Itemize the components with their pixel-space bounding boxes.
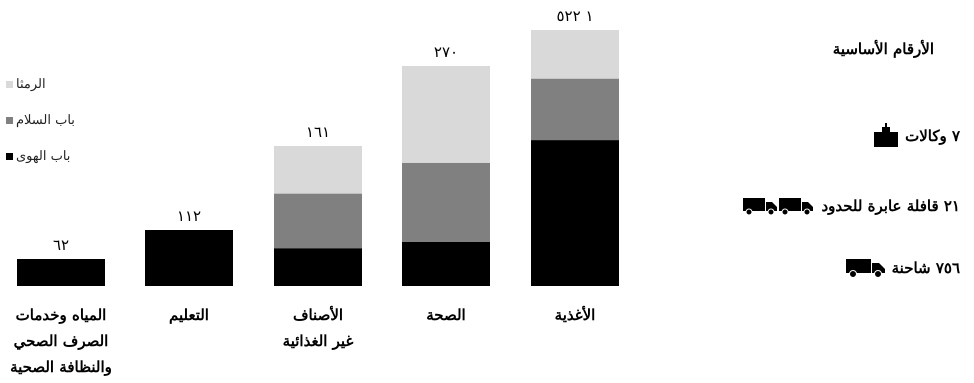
legend-label-bab-al-hawa: باب الهوى [16,148,71,164]
legend-item-ramtha: الرمثا [6,66,75,102]
stat-agencies: ٧ وكالات [873,123,960,149]
bar-segment-ramtha-0 [531,30,619,79]
key-figures-panel: الأرقام الأساسية ٧ وكالات ٢١ قافلة عابرة… [690,0,974,383]
bar-segment-ramtha-1 [402,66,490,163]
legend-label-bab-al-salam: باب السلام [16,112,75,128]
bar-total-label-4: ٦٢ [53,236,69,254]
truck-icon [779,198,814,216]
bar-total-label-0: ١ ٥٢٢ [556,7,593,25]
bar-segment-bab-al-salam-2 [274,193,362,249]
bar-segment-bab-al-hawa-4 [17,259,105,286]
legend-item-bab-al-salam: باب السلام [6,102,75,138]
chart-legend: الرمثا باب السلام باب الهوى [6,66,75,174]
legend-swatch-bab-al-salam [6,116,13,124]
stat-convoys: ٢١ قافلة عابرة للحدود [743,196,960,216]
truck-convoy-icon [743,196,815,216]
bar-total-label-2: ١٦١ [306,123,330,141]
truck-icon [845,259,885,278]
bar-total-label-1: ٢٧٠ [434,43,458,61]
legend-swatch-bab-al-hawa [6,152,13,160]
bar-segment-bab-al-hawa-3 [145,230,233,286]
legend-swatch-ramtha [6,80,13,88]
category-label-2-line-0: الأصناف [293,305,343,324]
legend-label-ramtha: الرمثا [16,76,46,92]
stat-convoys-text: ٢١ قافلة عابرة للحدود [821,197,960,215]
category-label-4-line-2: والنظافة الصحية [10,358,112,376]
stat-agencies-text: ٧ وكالات [905,127,960,145]
stacked-bar-chart: ١ ٥٢٢ الأغذية ٢٧٠ الصحة ١٦١ الأصناف غير الغذائ… [10,7,619,376]
bar-segment-bab-al-salam-1 [402,162,490,242]
category-label-2-line-1: غير الغذائية [283,332,354,350]
bar-total-label-3: ١١٢ [177,207,201,225]
stat-trucks-text: ٧٥٦ شاحنة [891,259,960,277]
key-figures-title: الأرقام الأساسية [832,40,934,58]
bar-segment-bab-al-salam-0 [531,78,619,141]
agency-icon [874,123,899,147]
category-label-0-line-0: الأغذية [555,305,596,324]
category-label-1-line-0: الصحة [426,306,465,324]
category-label-4-line-1: الصرف الصحي [14,332,109,351]
stat-trucks: ٧٥٦ شاحنة [845,257,960,279]
category-label-4-line-0: المياه وخدمات [16,306,107,324]
legend-item-bab-al-hawa: باب الهوى [6,138,75,174]
bar-segment-ramtha-2 [274,146,362,194]
bar-segment-bab-al-hawa-2 [274,248,362,286]
bar-segment-bab-al-hawa-0 [531,140,619,286]
bar-segment-bab-al-hawa-1 [402,242,490,286]
category-label-3-line-0: التعليم [169,306,209,324]
truck-icon [743,198,778,216]
